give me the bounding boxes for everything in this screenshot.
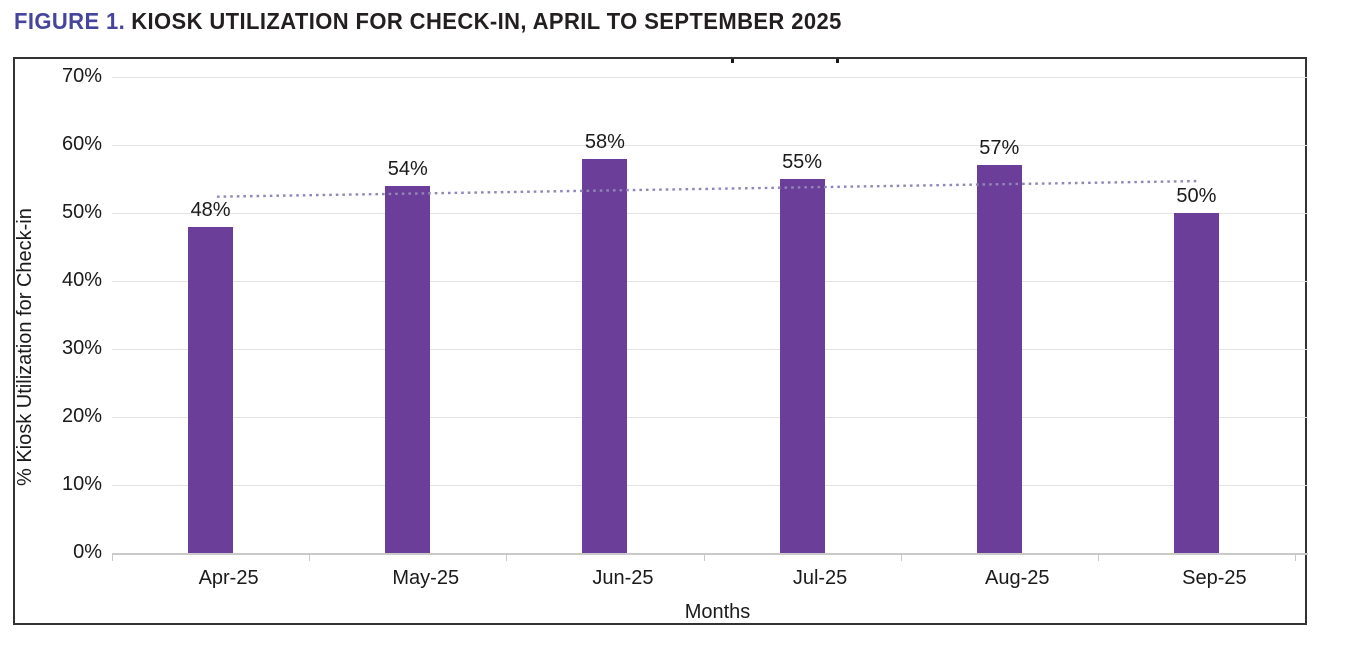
y-tick-label-0: 0%	[73, 541, 102, 563]
gridline-50	[112, 213, 1308, 214]
x-axis-tick	[1097, 555, 1099, 561]
data-label-may-25: 54%	[387, 157, 428, 180]
y-tick-label-50: 50%	[61, 201, 102, 223]
x-axis-line	[112, 553, 1308, 555]
y-tick-label-40: 40%	[61, 269, 102, 291]
x-axis-tick	[900, 555, 902, 561]
x-axis-tick	[1295, 555, 1296, 561]
y-tick-label-70: 70%	[61, 65, 102, 87]
data-label-jun-25: 58%	[584, 130, 625, 153]
x-tick-label-sep-25: Sep-25	[1182, 567, 1247, 589]
x-axis-tick	[506, 555, 508, 561]
gridline-40	[112, 281, 1308, 282]
figure-title: KIOSK UTILIZATION FOR CHECK-IN, APRIL TO…	[131, 8, 842, 34]
bar-sep-25	[1173, 213, 1219, 553]
data-label-apr-25: 48%	[190, 198, 231, 221]
bar-may-25	[385, 185, 431, 553]
x-tick-label-apr-25: Apr-25	[198, 567, 259, 589]
gridline-70	[112, 77, 1308, 78]
bar-jun-25	[582, 158, 628, 553]
x-tick-label-jul-25: Jul-25	[792, 567, 848, 589]
gridline-60	[112, 145, 1308, 146]
bar-chart: % Kiosk Utilization for Check-in Months …	[13, 57, 1308, 625]
gridline-30	[112, 349, 1308, 350]
data-label-aug-25: 57%	[979, 137, 1020, 160]
data-label-jul-25: 55%	[782, 151, 823, 173]
cropped-title-descender	[731, 59, 734, 63]
figure-header: FIGURE 1. KIOSK UTILIZATION FOR CHECK-IN,…	[14, 8, 842, 35]
cropped-title-descender	[836, 59, 839, 63]
gridline-20	[112, 417, 1308, 418]
gridline-10	[112, 485, 1308, 486]
plot-area: % Kiosk Utilization for Check-in Months …	[14, 59, 1308, 623]
x-tick-label-may-25: May-25	[392, 567, 460, 589]
y-tick-label-10: 10%	[61, 473, 102, 495]
y-tick-label-20: 20%	[61, 405, 102, 427]
trendline	[216, 179, 1201, 198]
y-tick-label-30: 30%	[61, 337, 102, 359]
data-label-sep-25: 50%	[1176, 185, 1217, 207]
bar-aug-25	[976, 165, 1022, 553]
x-tick-label-aug-25: Aug-25	[985, 567, 1050, 589]
y-tick-label-60: 60%	[61, 133, 102, 155]
x-axis-title: Months	[684, 601, 751, 623]
figure-number: FIGURE 1.	[14, 8, 126, 34]
bar-apr-25	[188, 226, 234, 553]
x-axis-tick	[703, 555, 705, 561]
x-axis-tick	[112, 555, 113, 561]
bar-jul-25	[779, 179, 825, 553]
x-axis-tick	[309, 555, 311, 561]
x-tick-label-jun-25: Jun-25	[592, 567, 654, 589]
